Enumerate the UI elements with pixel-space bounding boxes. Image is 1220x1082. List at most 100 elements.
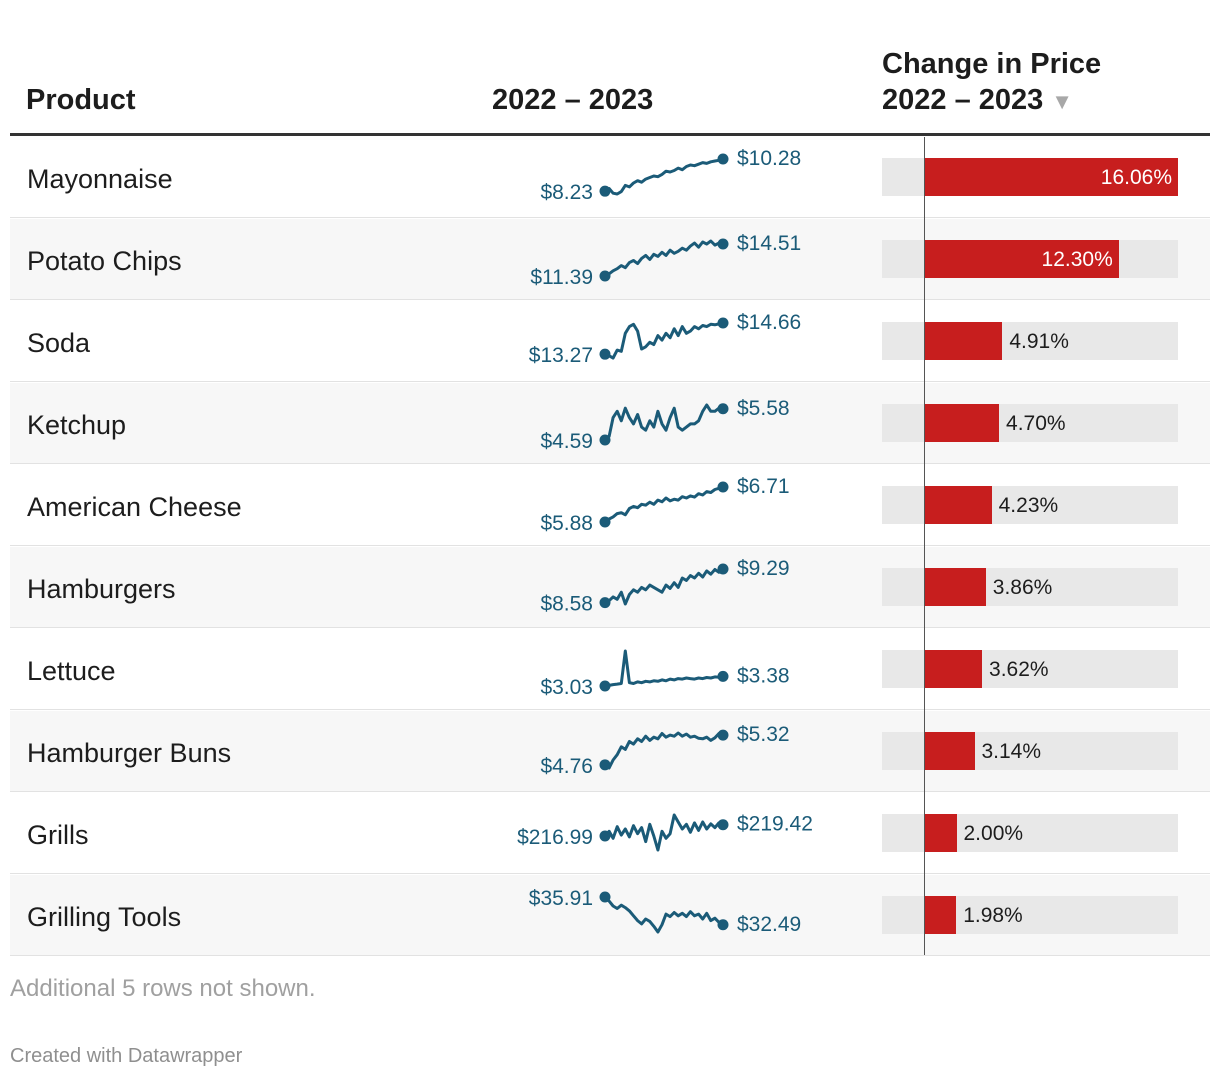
sparkline-end-dot	[717, 238, 729, 250]
column-header-trend[interactable]: 2022 – 2023	[492, 84, 654, 116]
change-value-label: 12.30%	[1041, 248, 1113, 271]
product-name: Grills	[27, 820, 89, 850]
sparkline-end-label: $6.71	[737, 475, 790, 498]
change-value-label: 3.62%	[989, 658, 1049, 681]
sparkline-start-dot	[599, 516, 611, 528]
change-bar	[925, 240, 1119, 278]
column-header-product[interactable]: Product	[26, 84, 136, 116]
sparkline-end-dot	[717, 153, 729, 165]
sparkline-path	[604, 239, 724, 278]
product-name: Mayonnaise	[27, 164, 173, 194]
table-row: Hamburger Buns $4.76 $5.32 3.14%	[10, 711, 1210, 792]
product-name: American Cheese	[27, 492, 242, 522]
column-header-change-line1: Change in Price	[882, 48, 1102, 80]
sparkline-start-dot	[599, 830, 611, 842]
sparkline-end-label: $14.51	[737, 232, 801, 255]
change-value-label: 2.00%	[963, 822, 1024, 845]
sort-descending-icon[interactable]: ▼	[1051, 89, 1074, 114]
sparkline-path	[604, 649, 724, 688]
sparkline-start-dot	[599, 434, 611, 446]
sparkline-start-dot	[599, 891, 611, 903]
change-value-label: 1.98%	[963, 904, 1023, 927]
sparkline-chart: $35.91 $32.49	[529, 887, 801, 936]
table-row: Potato Chips $11.39 $14.51 12.30%	[10, 219, 1210, 300]
sparkline-end-dot	[717, 481, 729, 493]
sparkline-path	[603, 895, 724, 934]
sparkline-end-label: $10.28	[737, 147, 801, 170]
change-value-label: 16.06%	[1100, 166, 1172, 189]
change-value-label: 4.70%	[1006, 412, 1066, 435]
sparkline-start-label: $3.03	[540, 676, 593, 699]
sparkline-chart: $3.03 $3.38	[540, 649, 790, 699]
sparkline-chart: $11.39 $14.51	[530, 232, 801, 289]
change-value-label: 4.23%	[998, 494, 1059, 517]
sparkline-path	[604, 157, 724, 196]
sparkline-chart: $216.99 $219.42	[517, 813, 813, 852]
sparkline-start-dot	[599, 348, 611, 360]
sparkline-path	[604, 403, 724, 442]
sparkline-start-dot	[599, 597, 611, 609]
change-bar	[925, 158, 1178, 196]
sparkline-chart: $4.59 $5.58	[540, 397, 790, 453]
sparkline-path	[604, 321, 724, 360]
table-row: Grilling Tools $35.91 $32.49 1.98%	[10, 875, 1210, 956]
sparkline-end-dot	[717, 819, 729, 831]
sparkline-end-label: $14.66	[737, 311, 801, 334]
table-row: Ketchup $4.59 $5.58 4.70%	[10, 383, 1210, 464]
product-name: Soda	[27, 328, 91, 358]
sparkline-end-label: $3.38	[737, 664, 790, 687]
change-bar	[925, 896, 957, 934]
sparkline-path	[603, 813, 724, 852]
credit: Created with Datawrapper	[10, 1045, 243, 1067]
sparkline-end-dot	[717, 670, 729, 682]
product-name: Hamburger Buns	[27, 738, 232, 768]
change-bar	[925, 732, 975, 770]
sparkline-end-label: $32.49	[737, 913, 801, 936]
product-name: Potato Chips	[27, 246, 182, 276]
sparkline-chart: $8.58 $9.29	[540, 557, 790, 616]
column-header-change-line2: 2022 – 2023	[882, 84, 1044, 116]
bar-zero-line	[924, 137, 925, 955]
change-bar	[925, 568, 986, 606]
change-bar	[925, 486, 992, 524]
sparkline-start-label: $13.27	[529, 344, 593, 367]
sparkline-start-label: $5.88	[540, 512, 593, 535]
sparkline-start-label: $8.58	[540, 593, 593, 616]
table-row: Soda $13.27 $14.66 4.91%	[10, 301, 1210, 382]
header-divider	[10, 133, 1210, 136]
sparkline-start-label: $4.76	[540, 755, 593, 778]
change-value-label: 4.91%	[1009, 330, 1069, 353]
sparkline-end-label: $219.42	[737, 813, 813, 836]
sparkline-start-label: $35.91	[529, 887, 593, 910]
sparkline-chart: $8.23 $10.28	[540, 147, 801, 204]
change-bar	[925, 404, 999, 442]
sparkline-start-dot	[599, 680, 611, 692]
product-name: Hamburgers	[27, 574, 176, 604]
change-bar	[925, 322, 1003, 360]
sparkline-end-dot	[717, 729, 729, 741]
sparkline-end-dot	[717, 317, 729, 329]
sparkline-end-label: $5.32	[737, 723, 790, 746]
sparkline-start-label: $216.99	[517, 826, 593, 849]
sparkline-path	[604, 731, 724, 770]
sparkline-chart: $4.76 $5.32	[540, 723, 790, 778]
table-row: Hamburgers $8.58 $9.29 3.86%	[10, 547, 1210, 628]
change-bar	[925, 650, 982, 688]
sparkline-start-label: $4.59	[540, 430, 593, 453]
change-bar	[925, 814, 957, 852]
sparkline-start-dot	[599, 185, 611, 197]
product-name: Ketchup	[27, 410, 127, 440]
change-value-label: 3.86%	[992, 576, 1053, 599]
change-value-label: 3.14%	[981, 740, 1041, 763]
column-header-change[interactable]: 2022 – 2023 ▼	[882, 82, 1073, 120]
table-row: Mayonnaise $8.23 $10.28 16.06%	[10, 137, 1210, 218]
sparkline-end-dot	[717, 403, 729, 415]
product-name: Lettuce	[27, 656, 116, 686]
sparkline-end-label: $9.29	[737, 557, 790, 580]
sparkline-end-label: $5.58	[737, 397, 790, 420]
sparkline-end-dot	[717, 563, 729, 575]
product-name: Grilling Tools	[27, 902, 182, 932]
sparkline-start-dot	[599, 270, 611, 282]
sparkline-chart: $5.88 $6.71	[540, 475, 790, 535]
sparkline-path	[604, 485, 724, 524]
